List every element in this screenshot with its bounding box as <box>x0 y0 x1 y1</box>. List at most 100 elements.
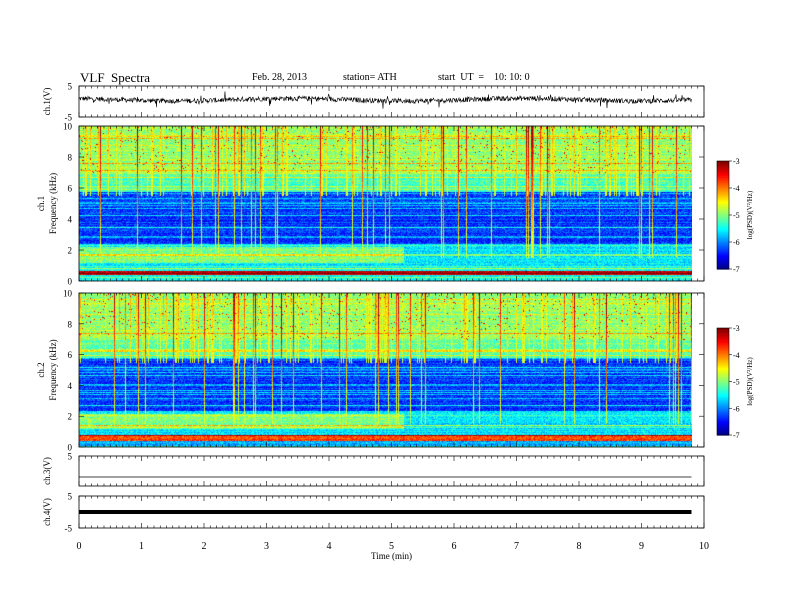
colorbar-segment <box>717 428 729 431</box>
colorbar-segment <box>717 245 729 248</box>
y-tick-label: 10 <box>63 289 73 299</box>
colorbar-segment <box>717 167 729 171</box>
colorbar-segment <box>717 196 729 199</box>
colorbar-segment <box>717 346 729 349</box>
colorbar-segment <box>717 193 729 196</box>
colorbar-segment <box>717 396 729 399</box>
colorbar-segment <box>717 169 729 172</box>
y-tick-label: 8 <box>68 319 73 329</box>
colorbar-segment <box>717 194 729 198</box>
colorbar-segment <box>717 358 729 361</box>
colorbar-segment <box>717 338 729 341</box>
colorbar-segment <box>717 404 729 408</box>
colorbar-segment <box>717 238 729 241</box>
y-tick-label: 4 <box>68 381 73 391</box>
colorbar-segment <box>717 201 729 204</box>
ch4-waveform-line <box>79 510 692 514</box>
colorbar-segment <box>717 429 729 433</box>
colorbar-segment <box>717 211 729 214</box>
x-tick-label: 1 <box>139 541 144 552</box>
y-tick-label: 5 <box>68 82 73 92</box>
colorbar-segment <box>717 176 729 179</box>
colorbar-segment <box>717 359 729 363</box>
colorbar-segment <box>717 409 729 413</box>
colorbar-segment <box>717 199 729 203</box>
colorbar-segment <box>717 334 729 337</box>
y-axis-channel-label: ch.1 <box>36 196 46 211</box>
colorbar-segment <box>717 333 729 336</box>
colorbar-segment <box>717 374 729 378</box>
colorbar-segment <box>717 401 729 404</box>
y-tick-label: 6 <box>68 184 73 194</box>
colorbar-segment <box>717 181 729 184</box>
y-tick-label: 2 <box>68 246 73 256</box>
colorbar-segment <box>717 336 729 339</box>
colorbar-segment <box>717 343 729 346</box>
colorbar-segment <box>717 371 729 374</box>
colorbar-segment <box>717 414 729 418</box>
x-tick-label: 9 <box>639 541 644 552</box>
colorbar-segment <box>717 247 729 250</box>
colorbar-segment <box>717 233 729 236</box>
colorbar-tick-label: -4 <box>733 184 740 193</box>
colorbar-segment <box>717 262 729 265</box>
colorbar-segment <box>717 182 729 186</box>
colorbar-tick-label: -7 <box>733 265 740 274</box>
colorbar-segment <box>717 363 729 366</box>
colorbar-segment <box>717 394 729 398</box>
colorbar-segment <box>717 172 729 176</box>
colorbar-segment <box>717 408 729 411</box>
y-tick-label: 8 <box>68 153 73 163</box>
colorbar-segment <box>717 381 729 384</box>
colorbar-segment <box>717 393 729 396</box>
colorbar-segment <box>717 398 729 401</box>
colorbar-segment <box>717 166 729 169</box>
y-tick-label: 2 <box>68 412 73 422</box>
colorbar-tick-label: -5 <box>733 211 740 220</box>
colorbar-segment <box>717 258 729 262</box>
colorbar-segment <box>717 344 729 347</box>
colorbar-segment <box>717 240 729 243</box>
colorbar-tick-label: -3 <box>733 157 740 166</box>
colorbar-segment <box>717 225 729 228</box>
colorbar-segment <box>717 221 729 225</box>
colorbar-segment <box>717 403 729 406</box>
chart-title: VLF Spectra <box>80 70 151 85</box>
colorbar-segment <box>717 351 729 354</box>
colorbar-label: log(PSD)(V²/Hz) <box>746 357 754 406</box>
y-tick-label: 0 <box>68 443 73 453</box>
colorbar-segment <box>717 267 729 270</box>
colorbar-segment <box>717 391 729 394</box>
colorbar-segment <box>717 353 729 356</box>
x-tick-label: 10 <box>699 541 709 552</box>
colorbar-segment <box>717 384 729 388</box>
x-tick-label: 5 <box>389 541 394 552</box>
colorbar-segment <box>717 423 729 426</box>
colorbar-segment <box>717 218 729 221</box>
colorbar-segment <box>717 339 729 342</box>
colorbar-segment <box>717 177 729 181</box>
y-tick-label: 5 <box>68 492 73 502</box>
colorbar-segment <box>717 209 729 213</box>
ch1-spectrogram-image <box>79 126 692 281</box>
colorbar-segment <box>717 198 729 201</box>
y-tick-label: 10 <box>63 122 73 132</box>
colorbar-segment <box>717 231 729 235</box>
colorbar-segment <box>717 356 729 359</box>
colorbar-segment <box>717 204 729 208</box>
colorbar-segment <box>717 161 729 164</box>
colorbar-segment <box>717 223 729 226</box>
colorbar-segment <box>717 216 729 219</box>
colorbar-segment <box>717 421 729 424</box>
y-axis-label: ch.4(V) <box>42 498 52 526</box>
colorbar-segment <box>717 349 729 353</box>
y-tick-label: 4 <box>68 215 73 225</box>
start-ut-label: start UT = 10: 10: 0 <box>438 72 530 83</box>
y-tick-label: 0 <box>68 277 73 287</box>
colorbar-segment <box>717 426 729 429</box>
colorbar-segment <box>717 341 729 344</box>
colorbar-segment <box>717 213 729 216</box>
colorbar-segment <box>717 378 729 381</box>
y-axis-frequency-label: Frequency (kHz) <box>48 173 58 234</box>
